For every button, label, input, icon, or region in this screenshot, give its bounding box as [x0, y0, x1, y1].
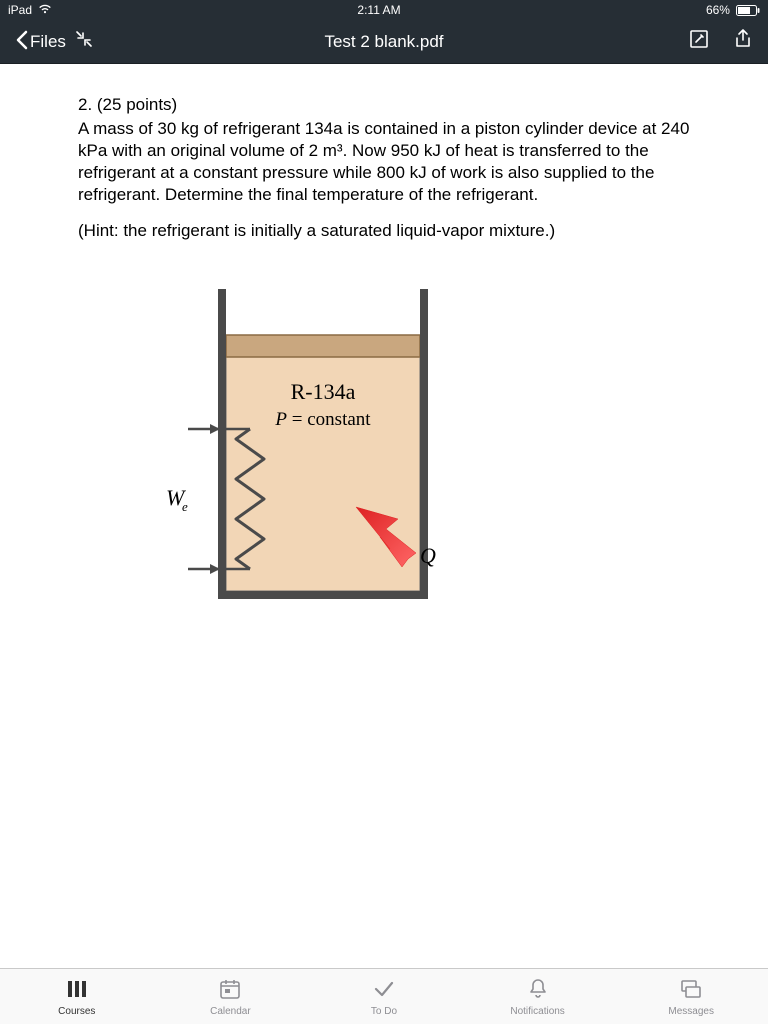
back-label: Files: [30, 32, 66, 52]
bell-icon: [526, 977, 550, 1004]
tab-messages[interactable]: Messages: [614, 969, 768, 1024]
problem-hint: (Hint: the refrigerant is initially a sa…: [78, 220, 710, 242]
edit-icon[interactable]: [688, 28, 710, 55]
svg-text:R-134a: R-134a: [291, 379, 356, 404]
tab-label: Messages: [668, 1006, 714, 1017]
status-bar: iPad 2:11 AM 66%: [0, 0, 768, 20]
svg-text:Q: Q: [420, 543, 436, 568]
check-icon: [372, 977, 396, 1004]
clock: 2:11 AM: [357, 3, 400, 17]
problem-body: A mass of 30 kg of refrigerant 134a is c…: [78, 118, 710, 206]
wifi-icon: [38, 3, 52, 17]
tab-notifications[interactable]: Notifications: [461, 969, 615, 1024]
tab-label: To Do: [371, 1006, 397, 1017]
device-label: iPad: [8, 3, 32, 17]
document-content: 2. (25 points) A mass of 30 kg of refrig…: [0, 64, 768, 968]
back-button[interactable]: Files: [14, 30, 66, 54]
tab-label: Courses: [58, 1006, 95, 1017]
svg-text:e: e: [182, 499, 188, 514]
tab-bar: Courses Calendar To Do Notifications Mes…: [0, 968, 768, 1024]
nav-bar: Files Test 2 blank.pdf: [0, 20, 768, 64]
tab-todo[interactable]: To Do: [307, 969, 461, 1024]
calendar-icon: [218, 977, 242, 1004]
messages-icon: [679, 977, 703, 1004]
tab-label: Calendar: [210, 1006, 251, 1017]
problem-number: 2. (25 points): [78, 94, 710, 116]
chevron-left-icon: [14, 30, 28, 54]
share-icon[interactable]: [732, 28, 754, 55]
document-title: Test 2 blank.pdf: [154, 32, 614, 52]
courses-icon: [65, 977, 89, 1004]
collapse-icon[interactable]: [76, 31, 92, 52]
battery-icon: [736, 5, 760, 16]
tab-label: Notifications: [510, 1006, 564, 1017]
svg-text:P = constant: P = constant: [274, 409, 371, 430]
tab-calendar[interactable]: Calendar: [154, 969, 308, 1024]
battery-pct: 66%: [706, 3, 730, 17]
tab-courses[interactable]: Courses: [0, 969, 154, 1024]
piston-diagram: WeR-134aP = constantQ: [108, 279, 710, 645]
